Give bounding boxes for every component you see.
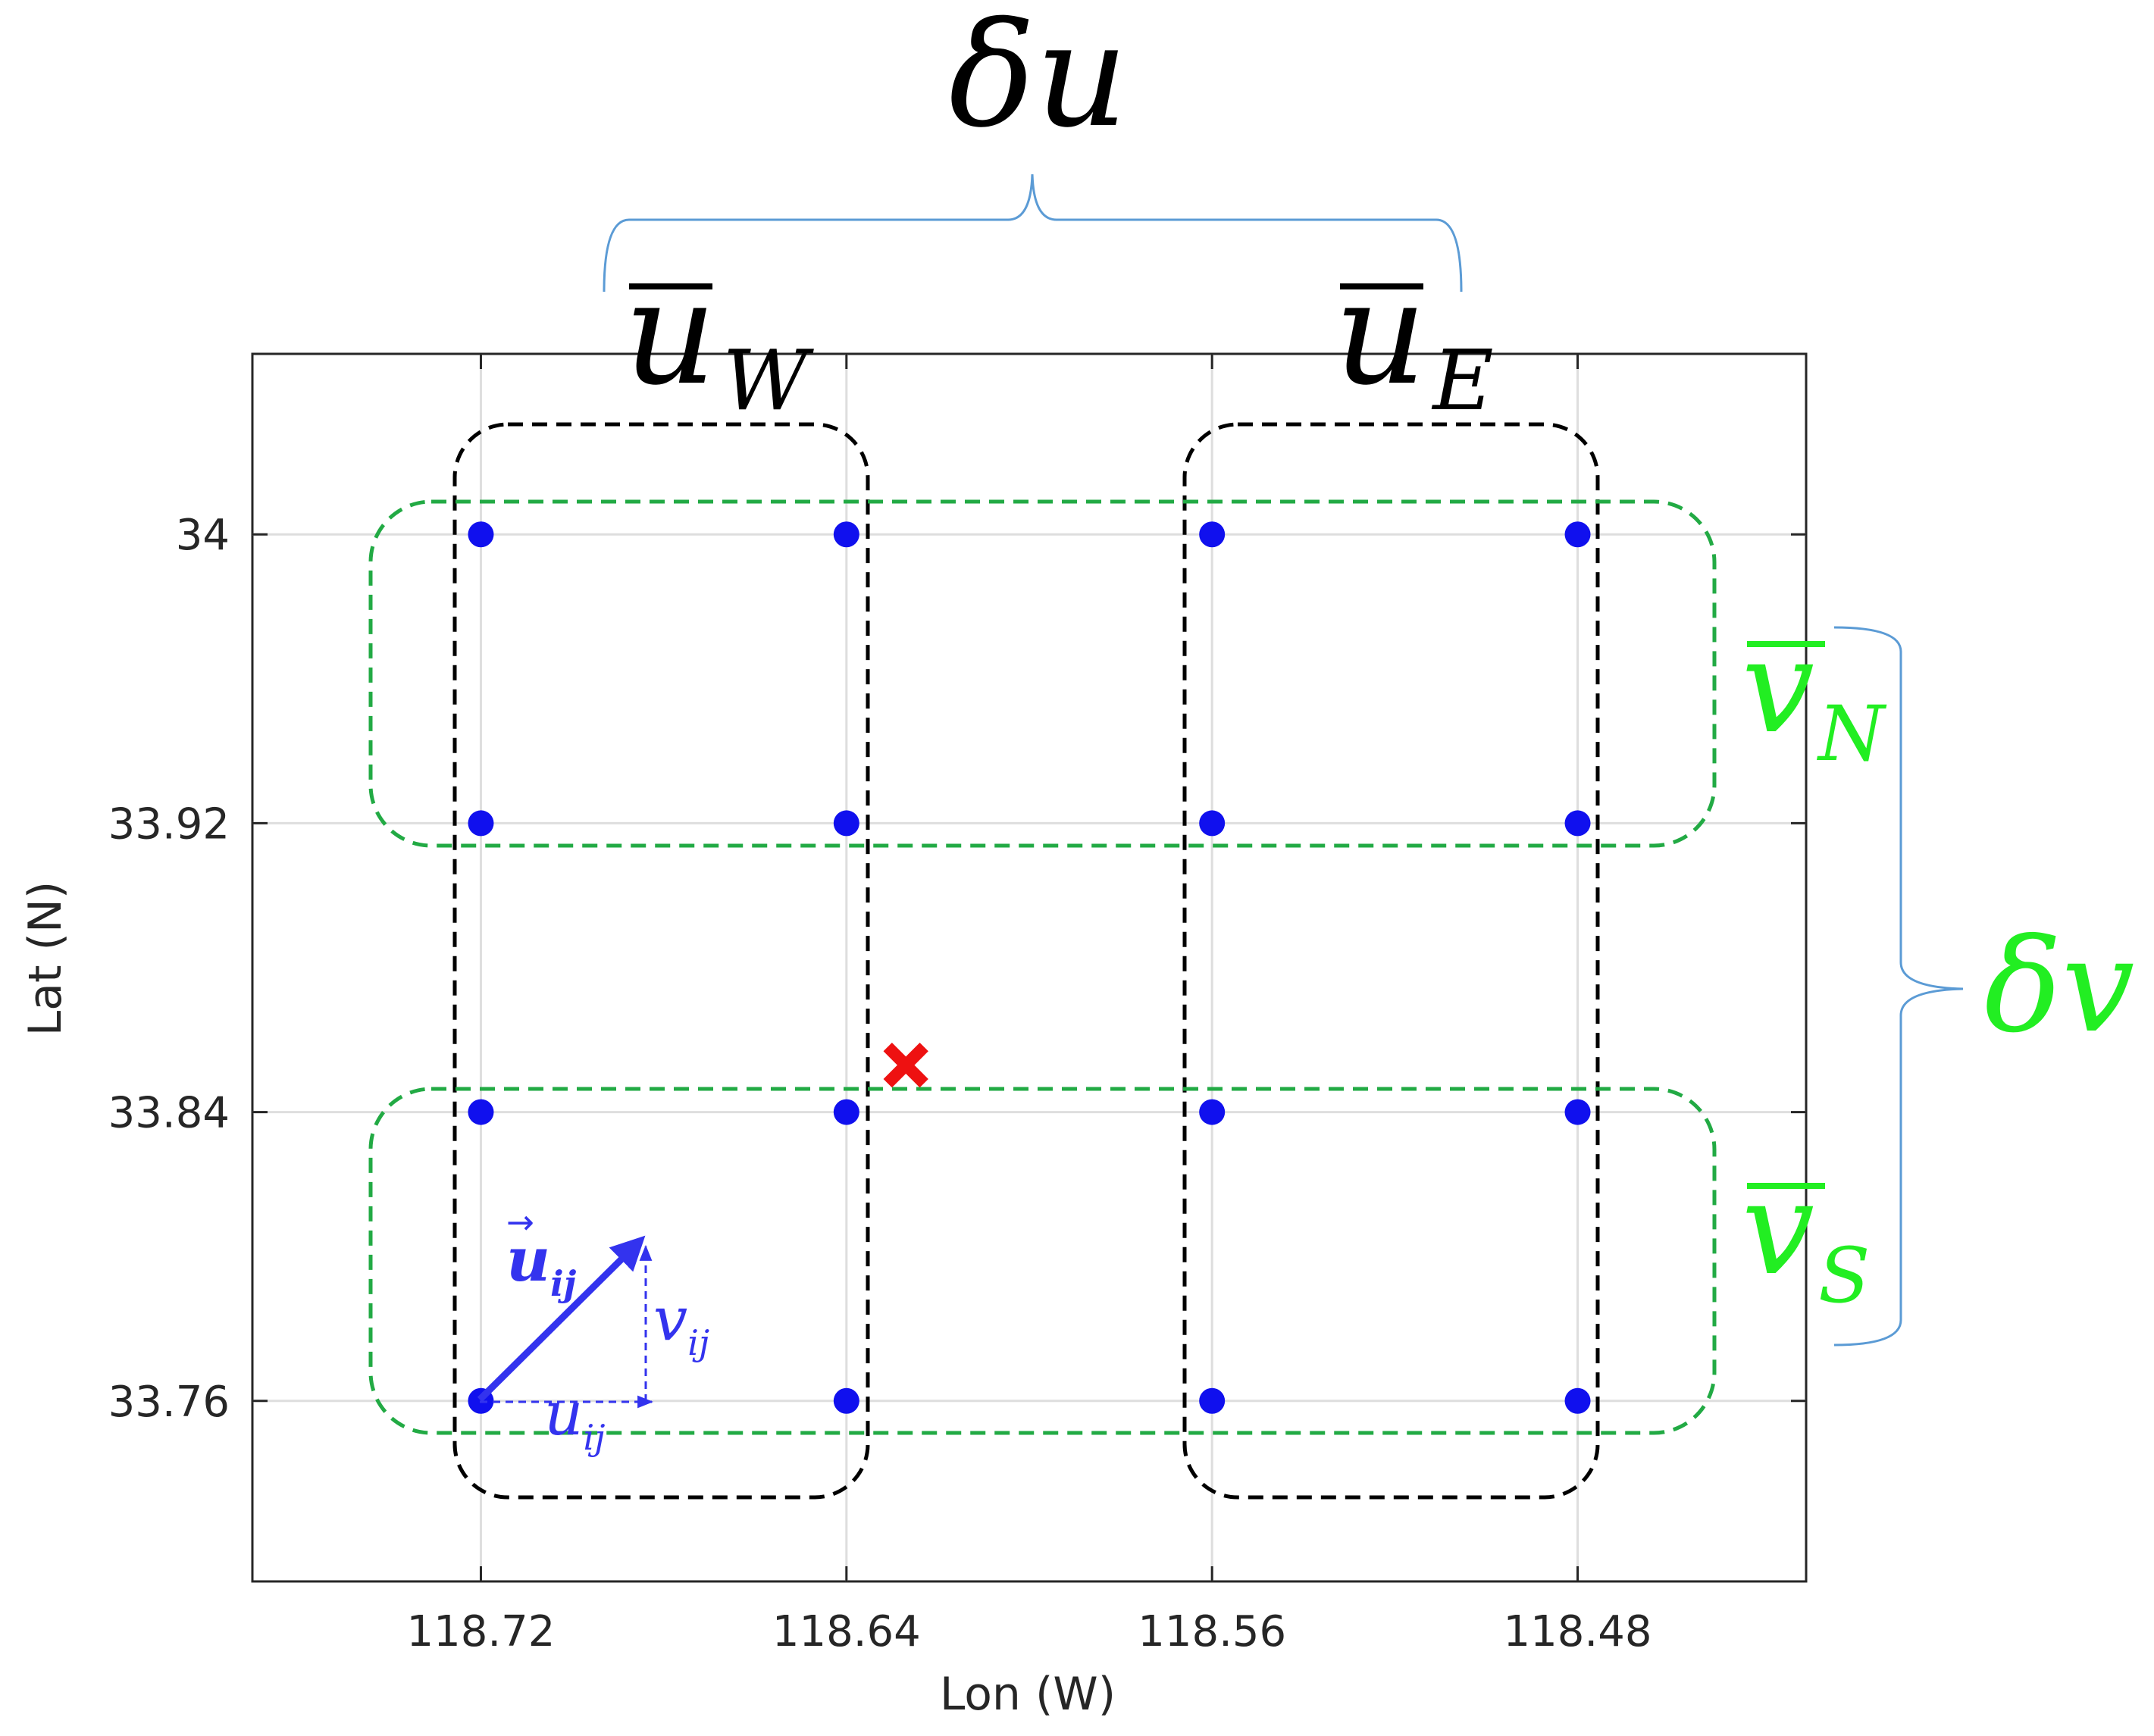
delta-u-label: δu	[949, 0, 1129, 159]
delta-v-label: δv	[1984, 912, 2134, 1062]
north-group-box	[368, 499, 1717, 848]
velocity-vector-diagram: → uij vij uij	[477, 1203, 709, 1458]
component-u-label: uij	[544, 1378, 606, 1458]
target-x-stroke	[883, 1042, 928, 1088]
grid-point	[833, 810, 859, 837]
grid-points	[468, 521, 1591, 1414]
vector-u-label: uij	[506, 1224, 577, 1304]
vector-arrow-accent: →	[506, 1203, 534, 1242]
grid-point	[468, 810, 494, 837]
u-west-label: uW	[624, 249, 814, 429]
y-tick-labels: 34 33.92 33.84 33.76	[108, 511, 230, 1427]
x-tick-label: 118.72	[406, 1607, 555, 1656]
vector-arrow	[477, 1235, 646, 1403]
grid-point	[468, 1099, 494, 1125]
y-tick-label: 33.84	[108, 1089, 230, 1138]
svg-text:vS: vS	[1742, 1154, 1871, 1320]
component-v-label: vij	[653, 1284, 709, 1363]
u-east-label: uE	[1334, 249, 1494, 429]
grid-point	[1199, 521, 1226, 548]
grid-point	[1564, 1099, 1591, 1125]
v-south-label: vS	[1742, 1154, 1871, 1320]
grid-point	[468, 521, 494, 548]
delta-u-brace	[603, 174, 1463, 292]
west-group-box	[452, 422, 870, 1500]
grid-point	[1564, 810, 1591, 837]
svg-text:vN: vN	[1742, 612, 1887, 778]
grid-point	[833, 521, 859, 548]
grid-point	[833, 1099, 859, 1125]
x-tick-labels: 118.72 118.64 118.56 118.48	[406, 1607, 1652, 1656]
svg-text:uE: uE	[1334, 249, 1494, 429]
axis-ticks	[252, 354, 1806, 1581]
east-group-box	[1182, 422, 1600, 1500]
south-group-box	[368, 1087, 1717, 1435]
svg-text:uW: uW	[624, 249, 814, 429]
grid-point	[1564, 521, 1591, 548]
grid-point	[1199, 1387, 1226, 1414]
y-tick-label: 33.92	[108, 799, 230, 849]
plot-area	[251, 352, 1808, 1583]
group-boxes	[368, 422, 1717, 1500]
delta-v-brace	[1833, 626, 1964, 1347]
target-x-marker	[883, 1042, 928, 1088]
x-tick-label: 118.48	[1504, 1607, 1652, 1656]
grid-lines	[252, 354, 1806, 1581]
x-axis-label: Lon (W)	[940, 1668, 1116, 1721]
grid-point	[833, 1387, 859, 1414]
x-tick-label: 118.64	[772, 1607, 921, 1656]
x-tick-label: 118.56	[1138, 1607, 1286, 1656]
grid-point	[1199, 810, 1226, 837]
y-tick-label: 33.76	[108, 1378, 230, 1427]
y-tick-label: 34	[176, 511, 230, 560]
v-north-label: vN	[1742, 612, 1887, 778]
grid-point	[1199, 1099, 1226, 1125]
y-axis-label: Lat (N)	[19, 881, 72, 1037]
grid-point	[1564, 1387, 1591, 1414]
